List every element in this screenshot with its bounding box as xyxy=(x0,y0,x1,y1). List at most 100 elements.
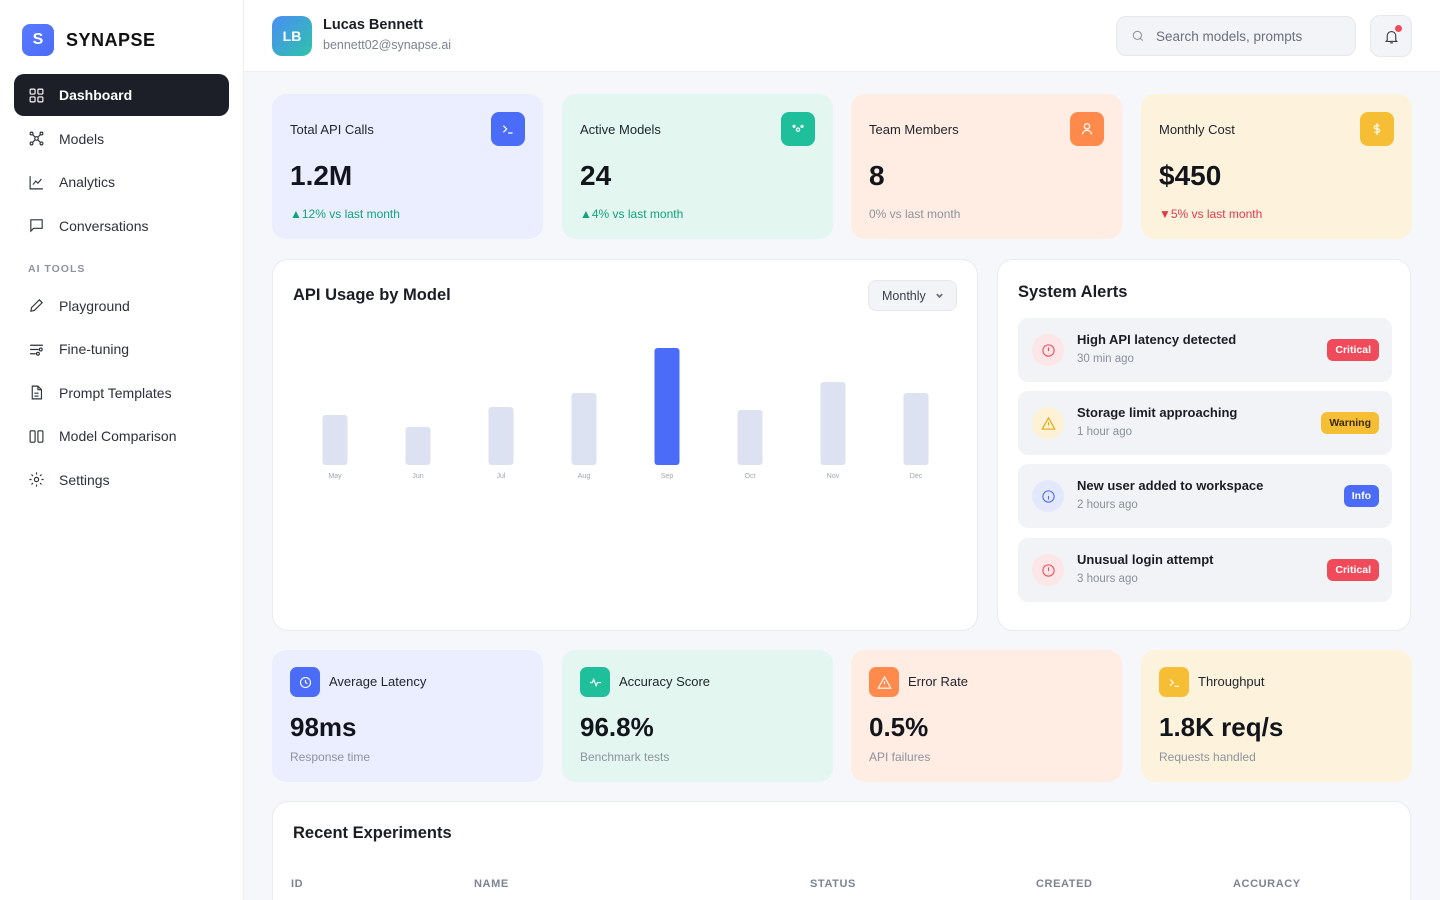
network-icon xyxy=(29,131,44,146)
status-badge: Critical xyxy=(1327,559,1379,581)
alert-time: 1 hour ago xyxy=(1077,426,1132,438)
user-icon xyxy=(1070,112,1104,146)
notifications-button[interactable] xyxy=(1370,15,1412,57)
warning-icon xyxy=(869,667,899,697)
column-header-accuracy[interactable]: ACCURACY xyxy=(1233,878,1301,890)
alert-title: Storage limit approaching xyxy=(1077,405,1238,420)
search-box[interactable] xyxy=(1116,16,1356,56)
sidebar-item-label: Analytics xyxy=(59,174,116,190)
sidebar-item-label: Playground xyxy=(59,297,130,314)
line-chart-icon xyxy=(29,175,43,189)
pencil-icon xyxy=(30,299,43,312)
dollar-icon xyxy=(1360,112,1394,146)
stat-label: Active Models xyxy=(580,122,661,137)
period-dropdown[interactable]: Monthly xyxy=(868,280,957,311)
sidebar-item-label: Model Comparison xyxy=(59,428,177,444)
metric-subtext: API failures xyxy=(869,750,931,764)
recent-experiments-panel: Recent Experiments ID NAME STATUS CREATE… xyxy=(272,801,1411,900)
terminal-icon xyxy=(491,112,525,146)
chart-bar-sep[interactable] xyxy=(654,348,680,465)
alert-title: Unusual login attempt xyxy=(1077,552,1214,567)
sidebar-item-fine-tuning[interactable]: Fine-tuning xyxy=(14,328,229,370)
sidebar-item-model-comparison[interactable]: Model Comparison xyxy=(14,415,229,457)
metric-value: 98ms xyxy=(290,712,357,742)
columns-icon xyxy=(29,429,44,443)
logo[interactable]: S SYNAPSE xyxy=(22,24,156,56)
stat-card-active-models[interactable]: Active Models 24 ▲4% vs last month xyxy=(562,94,833,239)
column-header-name[interactable]: NAME xyxy=(474,878,509,890)
stat-card-monthly-cost[interactable]: Monthly Cost $450 ▼5% vs last month xyxy=(1141,94,1412,239)
stat-value: 24 xyxy=(580,160,612,191)
period-dropdown-value: Monthly xyxy=(882,288,926,303)
chart-bar-may[interactable] xyxy=(322,415,348,465)
alert-time: 30 min ago xyxy=(1077,353,1134,365)
alert-item[interactable]: New user added to workspace 2 hours ago … xyxy=(1018,464,1392,528)
status-badge: Warning xyxy=(1321,412,1379,434)
column-header-created[interactable]: CREATED xyxy=(1036,878,1093,890)
stat-value: 1.2M xyxy=(290,160,353,191)
metric-value: 1.8K req/s xyxy=(1159,712,1284,742)
stat-card-team-members[interactable]: Team Members 8 0% vs last month xyxy=(851,94,1122,239)
user-email: bennett02@synapse.ai xyxy=(323,38,452,52)
chart-tick-label: Jun xyxy=(412,473,423,480)
column-header-status[interactable]: STATUS xyxy=(810,878,856,890)
stat-change: 0% vs last month xyxy=(869,207,961,221)
sidebar-item-dashboard[interactable]: Dashboard xyxy=(14,74,229,116)
column-header-id[interactable]: ID xyxy=(291,878,304,890)
top-header: LB Lucas Bennett bennett02@synapse.ai xyxy=(244,0,1440,72)
sidebar-item-label: Fine-tuning xyxy=(59,341,130,357)
metric-label: Throughput xyxy=(1198,674,1265,689)
bell-icon xyxy=(1384,30,1398,43)
chart-tick-label: Oct xyxy=(745,473,756,480)
stat-card-api-calls[interactable]: Total API Calls 1.2M ▲12% vs last month xyxy=(272,94,543,239)
sidebar-item-label: Prompt Templates xyxy=(59,384,172,401)
sidebar-item-analytics[interactable]: Analytics xyxy=(14,161,229,203)
metric-card-accuracy[interactable]: Accuracy Score 96.8% Benchmark tests xyxy=(562,650,833,782)
status-badge: Critical xyxy=(1327,339,1379,361)
sidebar-item-conversations[interactable]: Conversations xyxy=(14,205,229,247)
metric-card-throughput[interactable]: Throughput 1.8K req/s Requests handled xyxy=(1141,650,1412,782)
stat-change: ▲12% vs last month xyxy=(290,207,400,221)
alert-item[interactable]: Storage limit approaching 1 hour ago War… xyxy=(1018,391,1392,455)
stat-label: Monthly Cost xyxy=(1159,122,1235,137)
metric-card-error-rate[interactable]: Error Rate 0.5% API failures xyxy=(851,650,1122,782)
alerts-title: System Alerts xyxy=(1018,283,1128,301)
chart-bar-dec[interactable] xyxy=(903,393,929,465)
metric-label: Error Rate xyxy=(908,674,968,689)
alert-time: 3 hours ago xyxy=(1077,573,1138,585)
chart-bar-oct[interactable] xyxy=(737,410,763,465)
chart-bar-nov[interactable] xyxy=(820,382,846,465)
alert-circle-icon xyxy=(1032,554,1064,586)
notification-dot xyxy=(1395,25,1402,32)
gear-icon xyxy=(29,472,44,487)
metric-card-latency[interactable]: Average Latency 98ms Response time xyxy=(272,650,543,782)
sidebar-item-playground[interactable]: Playground xyxy=(14,285,229,327)
chart-bar-jul[interactable] xyxy=(488,407,514,465)
sidebar-item-label: Conversations xyxy=(59,217,149,234)
sidebar-item-models[interactable]: Models xyxy=(14,118,229,160)
alert-title: High API latency detected xyxy=(1077,332,1237,347)
metric-value: 96.8% xyxy=(580,712,654,742)
avatar[interactable]: LB xyxy=(272,16,312,56)
chart-tick-label: Jul xyxy=(497,473,506,480)
search-input[interactable] xyxy=(1156,28,1326,44)
stat-value: 8 xyxy=(869,160,885,191)
chart-tick-label: May xyxy=(328,473,342,480)
sidebar-item-prompt-templates[interactable]: Prompt Templates xyxy=(14,372,229,414)
chart-title: API Usage by Model xyxy=(293,286,451,304)
terminal-icon xyxy=(1159,667,1189,697)
logo-mark: S xyxy=(22,24,54,56)
sidebar-item-settings[interactable]: Settings xyxy=(14,459,229,501)
chart-bar-jun[interactable] xyxy=(405,427,431,465)
app-name: SYNAPSE xyxy=(66,29,156,50)
chart-bar-aug[interactable] xyxy=(571,393,597,465)
stat-change: ▼5% vs last month xyxy=(1159,207,1263,221)
chart-tick-label: Dec xyxy=(910,473,923,480)
system-alerts-panel: System Alerts High API latency detected … xyxy=(997,259,1411,631)
metric-value: 0.5% xyxy=(869,712,929,742)
alert-item[interactable]: Unusual login attempt 3 hours ago Critic… xyxy=(1018,538,1392,602)
clock-icon xyxy=(290,667,320,697)
sliders-icon xyxy=(30,344,43,356)
alert-title: New user added to workspace xyxy=(1077,478,1264,493)
alert-item[interactable]: High API latency detected 30 min ago Cri… xyxy=(1018,318,1392,382)
